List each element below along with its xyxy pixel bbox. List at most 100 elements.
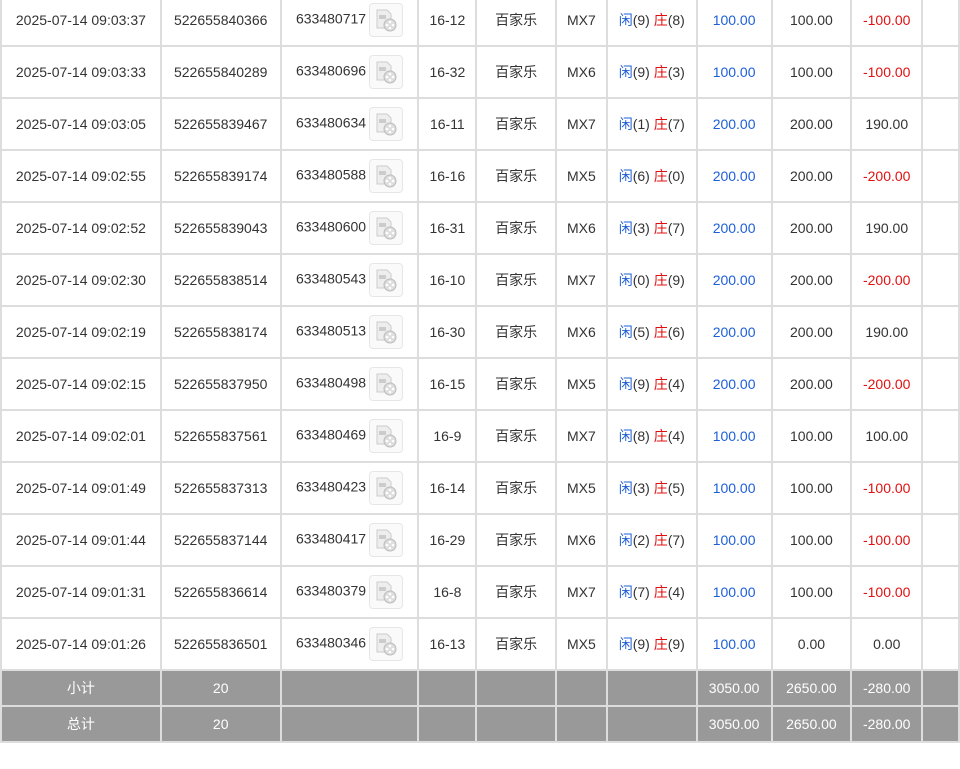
bet-time: 2025-07-14 09:02:01 <box>0 409 162 463</box>
win-loss: -200.00 <box>850 149 924 203</box>
banker-label: 庄 <box>653 116 668 132</box>
game-type: 百家乐 <box>475 461 557 515</box>
valid-bet: 0.00 <box>770 617 853 671</box>
banker-points: (7) <box>667 116 685 132</box>
order-number: 522655838174 <box>159 305 282 359</box>
total-label: 总计 <box>0 705 162 743</box>
player-points: (3) <box>632 480 650 496</box>
banker-points: (7) <box>667 220 685 236</box>
player-points: (0) <box>632 272 650 288</box>
round-number: 633480600 <box>295 218 367 235</box>
table-number: 16-31 <box>417 201 478 255</box>
player-label: 闲 <box>618 636 633 652</box>
bet-amount: 100.00 <box>695 617 773 671</box>
table-row: 2025-07-14 09:03:05 522655839467 6334806… <box>0 97 960 151</box>
result: 闲(9) 庄(8) <box>605 0 698 47</box>
game-type: 百家乐 <box>475 513 557 567</box>
room-code: MX5 <box>555 617 608 671</box>
bet-amount: 200.00 <box>695 201 773 255</box>
table-number: 16-11 <box>417 97 478 151</box>
result: 闲(8) 庄(4) <box>605 409 698 463</box>
player-label: 闲 <box>618 428 633 444</box>
player-points: (9) <box>632 12 650 28</box>
valid-bet: 200.00 <box>770 97 853 151</box>
video-replay-icon[interactable] <box>369 107 404 141</box>
valid-bet: 100.00 <box>770 45 853 99</box>
video-replay-icon[interactable] <box>369 55 404 89</box>
banker-label: 庄 <box>653 220 668 236</box>
bet-time: 2025-07-14 09:01:31 <box>0 565 162 619</box>
room-code: MX7 <box>555 565 608 619</box>
room-code: MX5 <box>555 461 608 515</box>
order-number: 522655837313 <box>159 461 282 515</box>
video-replay-icon[interactable] <box>369 211 404 245</box>
win-loss: 190.00 <box>850 97 924 151</box>
order-number: 522655836501 <box>159 617 282 671</box>
subtotal-bet: 3050.00 <box>695 669 773 707</box>
table-number: 16-8 <box>417 565 478 619</box>
video-replay-icon[interactable] <box>369 575 404 609</box>
table-number: 16-14 <box>417 461 478 515</box>
bet-amount: 100.00 <box>695 45 773 99</box>
player-points: (9) <box>632 64 650 80</box>
banker-label: 庄 <box>653 168 668 184</box>
video-replay-icon[interactable] <box>369 159 404 193</box>
valid-bet: 200.00 <box>770 149 853 203</box>
player-points: (9) <box>632 636 650 652</box>
room-code: MX7 <box>555 409 608 463</box>
video-replay-icon[interactable] <box>369 263 404 297</box>
room-code: MX6 <box>555 45 608 99</box>
result: 闲(0) 庄(9) <box>605 253 698 307</box>
bet-amount: 200.00 <box>695 97 773 151</box>
room-code: MX6 <box>555 201 608 255</box>
win-loss: -100.00 <box>850 45 924 99</box>
total-win: -280.00 <box>850 705 924 743</box>
round-number: 633480469 <box>295 426 367 443</box>
player-label: 闲 <box>618 12 633 28</box>
order-number: 522655840289 <box>159 45 282 99</box>
bet-time: 2025-07-14 09:03:05 <box>0 97 162 151</box>
video-replay-icon[interactable] <box>369 627 404 661</box>
game-type: 百家乐 <box>475 305 557 359</box>
bet-amount: 100.00 <box>695 513 773 567</box>
total-bet: 3050.00 <box>695 705 773 743</box>
player-label: 闲 <box>618 64 633 80</box>
round-cell: 633480696 <box>279 45 420 99</box>
round-cell: 633480717 <box>279 0 420 47</box>
banker-points: (7) <box>667 532 685 548</box>
order-number: 522655839174 <box>159 149 282 203</box>
banker-label: 庄 <box>653 636 668 652</box>
video-replay-icon[interactable] <box>369 523 404 557</box>
table-number: 16-16 <box>417 149 478 203</box>
room-code: MX5 <box>555 149 608 203</box>
banker-points: (4) <box>667 376 685 392</box>
round-number: 633480498 <box>295 374 367 391</box>
bet-amount: 100.00 <box>695 409 773 463</box>
banker-label: 庄 <box>653 376 668 392</box>
video-replay-icon[interactable] <box>369 315 404 349</box>
table-row: 2025-07-14 09:01:31 522655836614 6334803… <box>0 565 960 619</box>
result: 闲(6) 庄(0) <box>605 149 698 203</box>
bet-time: 2025-07-14 09:02:30 <box>0 253 162 307</box>
table-row: 2025-07-14 09:02:55 522655839174 6334805… <box>0 149 960 203</box>
game-type: 百家乐 <box>475 149 557 203</box>
result: 闲(3) 庄(7) <box>605 201 698 255</box>
valid-bet: 100.00 <box>770 0 853 47</box>
room-code: MX6 <box>555 513 608 567</box>
banker-points: (4) <box>667 584 685 600</box>
bet-amount: 100.00 <box>695 461 773 515</box>
video-replay-icon[interactable] <box>369 3 404 37</box>
video-replay-icon[interactable] <box>369 367 404 401</box>
bet-time: 2025-07-14 09:02:19 <box>0 305 162 359</box>
video-replay-icon[interactable] <box>369 419 404 453</box>
player-label: 闲 <box>618 220 633 236</box>
table-row: 2025-07-14 09:02:19 522655838174 6334805… <box>0 305 960 359</box>
player-points: (7) <box>632 584 650 600</box>
player-label: 闲 <box>618 168 633 184</box>
table-number: 16-32 <box>417 45 478 99</box>
valid-bet: 200.00 <box>770 253 853 307</box>
result: 闲(9) 庄(4) <box>605 357 698 411</box>
order-number: 522655837144 <box>159 513 282 567</box>
round-number: 633480346 <box>295 634 367 651</box>
video-replay-icon[interactable] <box>369 471 404 505</box>
